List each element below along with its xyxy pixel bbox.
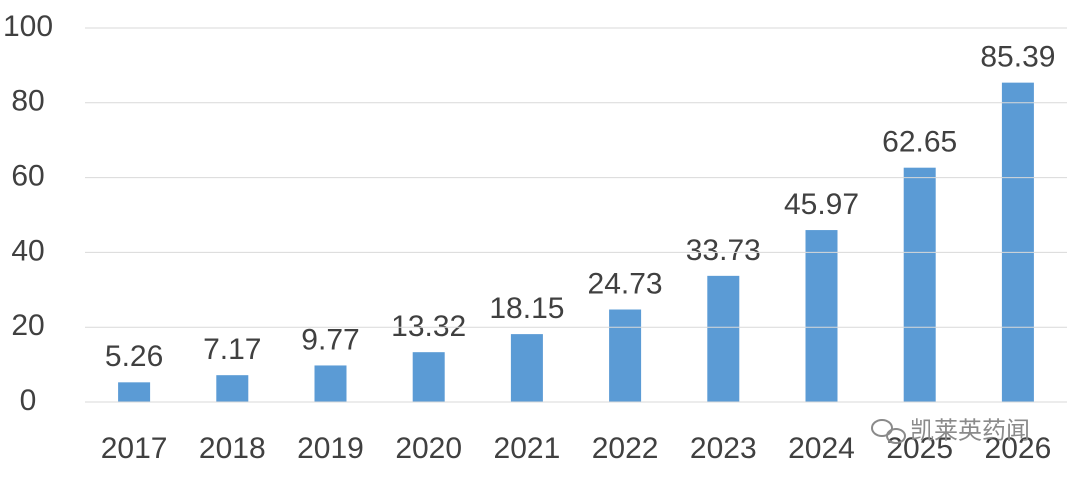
bar xyxy=(118,382,151,402)
value-label: 45.97 xyxy=(784,188,859,221)
bar xyxy=(216,375,249,402)
value-label: 33.73 xyxy=(686,234,761,267)
value-label: 85.39 xyxy=(980,41,1055,74)
bar xyxy=(707,275,740,402)
x-tick-label: 2022 xyxy=(592,432,659,465)
value-label: 24.73 xyxy=(588,267,663,300)
bar xyxy=(805,230,838,402)
x-tick-label: 2023 xyxy=(690,432,757,465)
x-tick-label: 2021 xyxy=(494,432,561,465)
bar xyxy=(510,334,543,402)
bar xyxy=(314,365,347,402)
y-tick-label: 40 xyxy=(11,234,44,267)
x-tick-label: 2018 xyxy=(199,432,266,465)
x-tick-label: 2026 xyxy=(985,432,1052,465)
watermark-icon xyxy=(871,419,906,444)
x-tick-label: 2025 xyxy=(886,432,953,465)
value-label: 18.15 xyxy=(489,292,564,325)
value-label: 5.26 xyxy=(105,340,163,373)
bar xyxy=(903,167,936,402)
watermark: 凯莱英药闻 xyxy=(910,417,1030,444)
value-label: 62.65 xyxy=(882,126,957,159)
x-tick-label: 2020 xyxy=(395,432,462,465)
value-label: 13.32 xyxy=(391,310,466,343)
y-tick-label: 80 xyxy=(11,85,44,118)
y-tick-label: 60 xyxy=(11,160,44,193)
value-label: 7.17 xyxy=(203,333,261,366)
bar xyxy=(1001,82,1034,402)
x-tick-label: 2024 xyxy=(788,432,855,465)
y-tick-label: 20 xyxy=(11,309,44,342)
bar xyxy=(609,309,642,402)
y-tick-label: 0 xyxy=(20,384,37,417)
x-tick-label: 2017 xyxy=(101,432,168,465)
value-label: 9.77 xyxy=(301,323,359,356)
bar xyxy=(412,352,445,402)
y-tick-label: 100 xyxy=(3,10,53,43)
x-tick-label: 2019 xyxy=(297,432,364,465)
